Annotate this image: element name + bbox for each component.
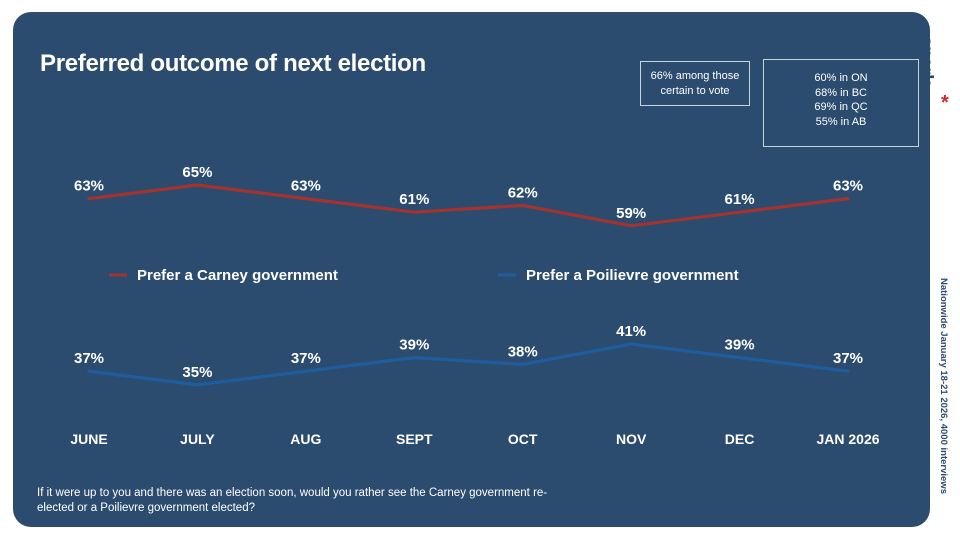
survey-question: If it were up to you and there was an el… (37, 487, 548, 514)
brand-star-icon: * (941, 92, 949, 114)
x-tick-label: JAN 2026 (816, 431, 879, 447)
data-label: 62% (508, 184, 538, 201)
x-tick-label: DEC (725, 431, 755, 447)
series-line-carney (87, 183, 850, 228)
x-tick-label: JUNE (70, 431, 107, 447)
x-tick-label: NOV (616, 431, 647, 447)
x-tick-label: SEPT (396, 431, 433, 447)
data-label: 59% (616, 205, 646, 222)
data-label: 63% (74, 178, 104, 195)
data-label: 39% (725, 337, 755, 354)
legend-entry: Prefer a Poilievre government (526, 267, 739, 284)
data-label: 63% (291, 178, 321, 195)
line-chart: 63% 65% 63% 61% 62% 59% 61% 63% 37% 35% 37% 39% 38% 4… (70, 164, 879, 447)
data-label: 39% (399, 337, 429, 354)
brand-logo: spark (915, 36, 936, 85)
region-stat: 60% in ON (814, 72, 868, 84)
x-tick-label: OCT (508, 431, 538, 447)
region-stat: 69% in QC (814, 101, 868, 113)
data-label: 65% (182, 164, 212, 181)
region-stat: 55% in AB (815, 115, 867, 128)
source-note: Nationwide January 18-21 2026, 4000 inte… (938, 278, 949, 494)
data-label: 37% (833, 350, 863, 367)
x-tick-label: AUG (290, 431, 321, 447)
region-stat: 68% in BC (815, 86, 867, 99)
legend-entry: Prefer a Carney government (137, 267, 338, 284)
data-label: 37% (74, 350, 104, 367)
data-label: 37% (291, 350, 321, 367)
data-label: 38% (508, 343, 538, 360)
chart-title: Preferred outcome of next election (40, 50, 426, 77)
data-label: 63% (833, 178, 863, 195)
data-label: 35% (182, 364, 212, 381)
certain-voters-note: 66% among those certain to vote (640, 61, 750, 106)
x-tick-label: JULY (180, 431, 215, 447)
data-label: 61% (725, 191, 755, 208)
series-line-poilievre (87, 342, 850, 387)
chart-card: Preferred outcome of next election 66% a… (13, 12, 930, 527)
regions-note: 60% in ON 68% in BC 69% in QC 55% in AB (763, 59, 919, 147)
data-label: 41% (616, 323, 646, 340)
data-label: 61% (399, 191, 429, 208)
